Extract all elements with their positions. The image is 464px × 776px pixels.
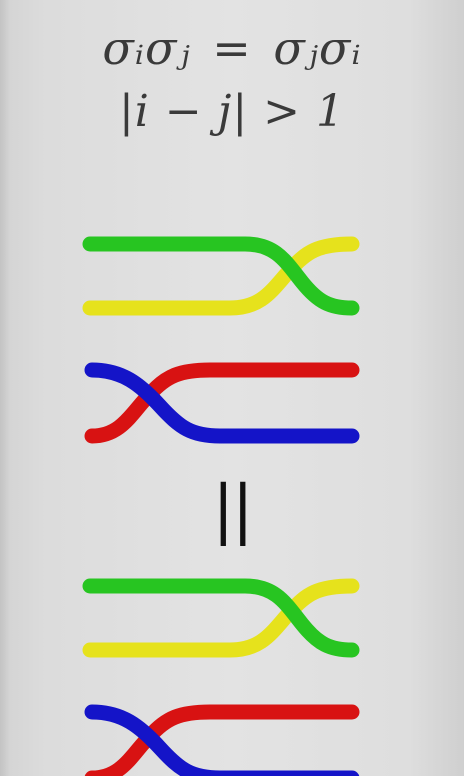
bottom-blue-strand: [84, 704, 360, 776]
braid-relation-formula: σᵢσⱼ = σⱼσᵢ: [102, 21, 362, 75]
bottom-green-yellow-braid: [82, 578, 360, 658]
top-blue-strand: [84, 362, 360, 444]
top-green-yellow-braid: [82, 236, 360, 316]
equals-sign: ||: [212, 473, 253, 547]
index-condition: |i − j| > 1: [118, 86, 346, 137]
page-edge-shadow: [0, 0, 10, 776]
bottom-green-strand: [82, 578, 360, 658]
bottom-blue-red-braid: [84, 704, 360, 776]
top-blue-red-braid: [84, 362, 360, 444]
top-green-strand: [82, 236, 360, 316]
